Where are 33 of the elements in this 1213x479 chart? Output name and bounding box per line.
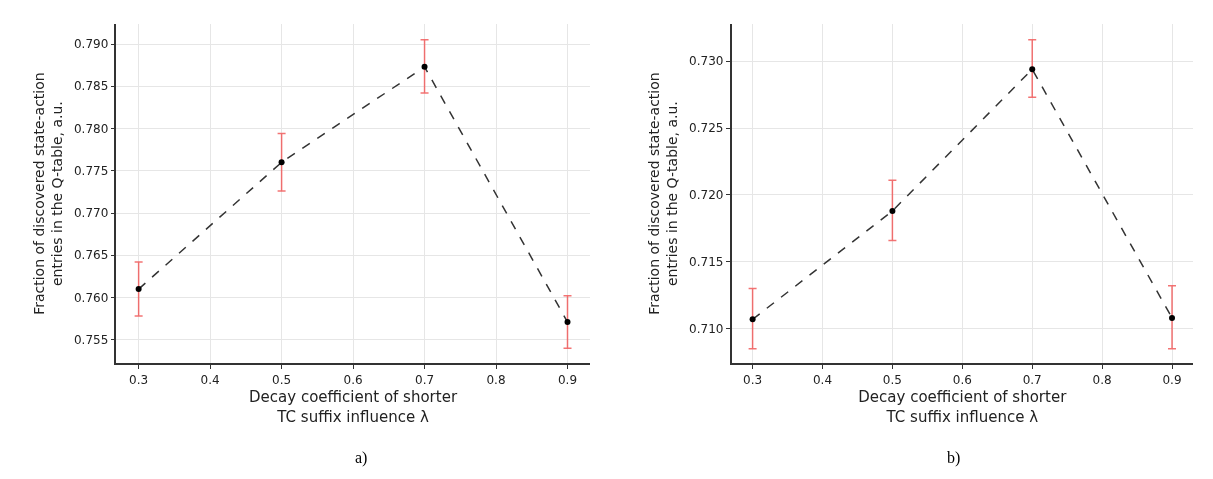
y-tick-label: 0.780 xyxy=(73,121,109,136)
x-tick-label: 0.9 xyxy=(1162,372,1182,387)
x-tick-label: 0.9 xyxy=(557,372,578,387)
y-tick-label: 0.715 xyxy=(689,255,724,269)
y-tick-label: 0.730 xyxy=(689,54,724,69)
text: a) xyxy=(355,449,368,467)
x-tick-label: 0.3 xyxy=(129,372,149,387)
x-axis-title: Decay coefficient of shorter TC suffix influence λ xyxy=(858,388,1068,426)
x-tick-label: 0.4 xyxy=(200,372,220,387)
y-tick-label: 0.765 xyxy=(73,248,109,263)
x-tick-label: 0.8 xyxy=(486,372,506,387)
x-tick-label: 0.7 xyxy=(1022,372,1042,387)
x-tick-label: 0.8 xyxy=(1092,372,1112,387)
y-tick-label: 0.720 xyxy=(689,188,724,203)
text: b) xyxy=(947,449,961,467)
x-tick-label: 0.7 xyxy=(415,372,435,387)
x-tick-label: 0.4 xyxy=(812,372,833,387)
y-tick-label: 0.770 xyxy=(73,206,109,221)
y-tick-label: 0.760 xyxy=(73,290,109,305)
y-axis-title: Fraction of discovered state-action entries in the Q-table, a.u. xyxy=(646,72,681,315)
y-tick-label: 0.790 xyxy=(73,37,109,52)
y-tick-label: 0.775 xyxy=(73,163,109,178)
x-tick-label: 0.3 xyxy=(743,372,763,387)
x-axis-title: Decay coefficient of shorter TC suffix influence λ xyxy=(249,388,458,426)
x-tick-label: 0.6 xyxy=(343,372,363,387)
y-tick-label: 0.710 xyxy=(689,321,724,336)
y-tick-label: 0.785 xyxy=(73,79,109,94)
y-axis-title: Fraction of discovered state-action entries in the Q-table, a.u. xyxy=(30,72,66,315)
x-tick-label: 0.6 xyxy=(952,372,972,387)
x-tick-label: 0.5 xyxy=(882,372,902,387)
x-tick-label: 0.5 xyxy=(272,372,292,387)
y-tick-label: 0.725 xyxy=(689,121,724,136)
y-tick-label: 0.755 xyxy=(73,332,109,347)
